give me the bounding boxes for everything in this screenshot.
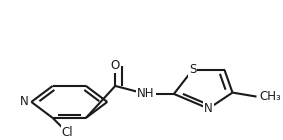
Text: CH₃: CH₃ (259, 90, 281, 103)
Text: N: N (204, 102, 213, 115)
Text: NH: NH (137, 87, 155, 100)
Text: Cl: Cl (61, 126, 73, 139)
Text: N: N (20, 95, 29, 108)
Text: S: S (189, 63, 196, 76)
Text: O: O (111, 60, 120, 73)
